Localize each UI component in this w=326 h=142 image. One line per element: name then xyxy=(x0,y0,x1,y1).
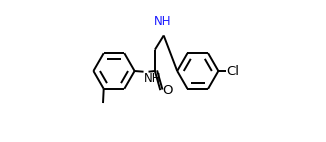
Text: NH: NH xyxy=(144,72,162,85)
Text: NH: NH xyxy=(154,15,172,28)
Text: Cl: Cl xyxy=(226,64,239,78)
Text: O: O xyxy=(162,84,172,97)
